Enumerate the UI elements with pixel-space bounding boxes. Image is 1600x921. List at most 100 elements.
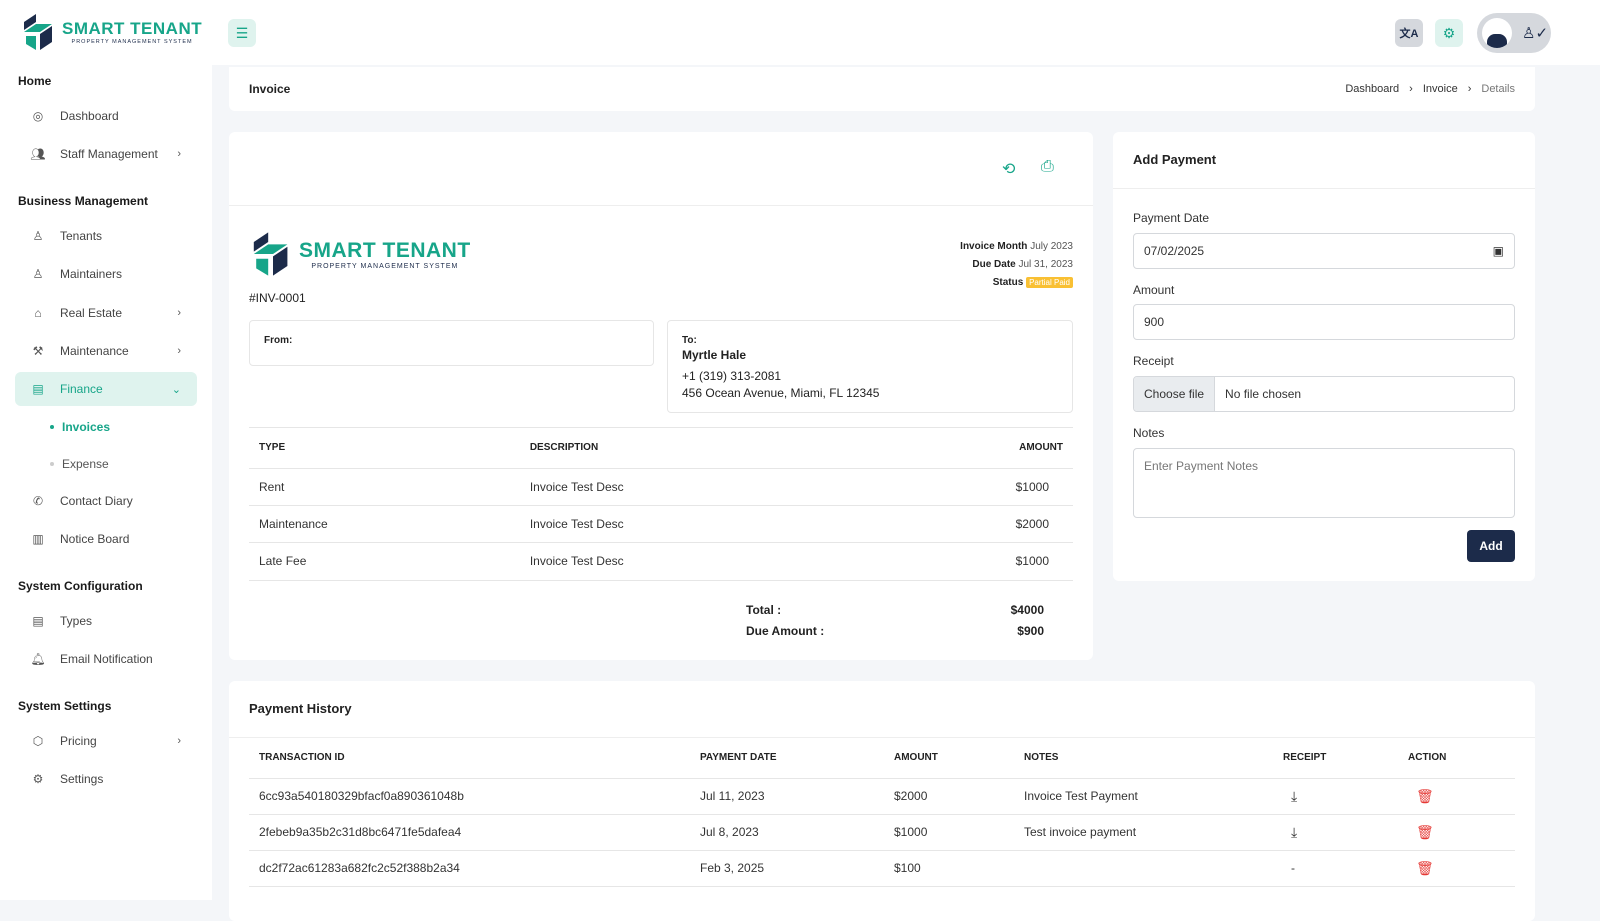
calendar-icon[interactable]: ▣	[1492, 244, 1504, 258]
logo-mark-icon	[24, 14, 52, 50]
invoice-month-label: Invoice Month	[960, 241, 1028, 252]
section-business-management: Business Management	[18, 194, 149, 208]
package-icon: ⬡	[32, 734, 44, 748]
amount-label: Amount	[1133, 283, 1175, 297]
payment-date-value: 07/02/2025	[1144, 244, 1205, 258]
sidebar-item-contact-diary[interactable]: ✆ Contact Diary	[15, 484, 197, 518]
due-date-label: Due Date	[972, 259, 1016, 270]
payment-id: 2febeb9a35b2c31d8bc6471fe5dafea4	[249, 814, 690, 851]
users-icon: 👥︎	[30, 147, 46, 161]
sidebar-item-real-estate[interactable]: ⌂ Real Estate ›	[15, 296, 197, 330]
sidebar-item-pricing[interactable]: ⬡ Pricing ›	[15, 724, 197, 758]
language-button[interactable]: 文A	[1395, 19, 1423, 47]
sidebar-subitem-expense[interactable]: Expense	[50, 457, 109, 471]
invoice-card: ⟲ ⎙ SMART TENANT PROPERTY MANAGEMENT SYST…	[229, 132, 1093, 660]
page-title: Invoice	[249, 82, 291, 96]
payment-history-title: Payment History	[249, 701, 352, 716]
due-amount-label: Due Amount :	[746, 624, 825, 638]
receipt-label: Receipt	[1133, 354, 1174, 368]
sidebar-item-notice-board[interactable]: ▥ Notice Board	[15, 522, 197, 556]
dashboard-icon: ◎	[32, 109, 44, 123]
sidebar-item-label: Pricing	[60, 734, 97, 748]
recipient-phone: +1 (319) 313-2081	[682, 369, 782, 383]
chevron-right-icon: ›	[177, 307, 181, 319]
to-label: To:	[682, 335, 697, 346]
brand-logo[interactable]: SMART TENANT PROPERTY MANAGEMENT SYSTEM	[22, 12, 202, 52]
receipt-cell: -	[1273, 850, 1398, 887]
payment-date-input[interactable]: 07/02/2025 ▣	[1133, 233, 1515, 269]
sidebar-item-label: Staff Management	[60, 147, 158, 161]
invoice-item-row: Maintenance Invoice Test Desc $2000	[249, 505, 1073, 543]
item-description: Invoice Test Desc	[519, 505, 868, 543]
totals-values: $4000 $900	[1011, 600, 1044, 642]
payment-row: 2febeb9a35b2c31d8bc6471fe5dafea4 Jul 8, 2…	[249, 814, 1515, 851]
sidebar-item-label: Maintenance	[60, 344, 129, 358]
payment-id: dc2f72ac61283a682fc2c52f388b2a34	[249, 850, 690, 887]
chevron-right-icon: ›	[177, 148, 181, 160]
payment-amount: $2000	[884, 778, 1014, 815]
phone-icon: ✆	[32, 494, 44, 508]
chevron-right-icon: ›	[177, 345, 181, 357]
payment-notes: Test invoice payment	[1014, 814, 1273, 851]
payment-notes: Invoice Test Payment	[1014, 778, 1273, 815]
sidebar-item-label: Contact Diary	[60, 494, 133, 508]
item-type: Late Fee	[249, 542, 520, 581]
sidebar-item-email-notification[interactable]: 🔔︎ Email Notification	[15, 642, 197, 676]
choose-file-button[interactable]: Choose file	[1134, 377, 1216, 411]
notes-textarea[interactable]: Enter Payment Notes	[1133, 448, 1515, 518]
sidebar-item-tenants[interactable]: ♙ Tenants	[15, 219, 197, 253]
sidebar-item-dashboard[interactable]: ◎ Dashboard	[15, 99, 197, 133]
item-description: Invoice Test Desc	[519, 468, 868, 506]
top-bar: ☰ 文A ⚙ ♙✓	[212, 0, 1600, 65]
menu-toggle-button[interactable]: ☰	[228, 19, 256, 47]
delete-icon[interactable]: 🗑︎	[1416, 787, 1434, 804]
brand-tagline: PROPERTY MANAGEMENT SYSTEM	[71, 39, 193, 45]
sidebar-item-label: Settings	[60, 772, 104, 786]
receipt-cell: ⤓	[1273, 778, 1398, 815]
notes-label: Notes	[1133, 426, 1165, 440]
user-menu[interactable]: ♙✓	[1477, 13, 1551, 53]
breadcrumb-dashboard[interactable]: Dashboard	[1345, 83, 1400, 95]
invoice-logo: SMART TENANT PROPERTY MANAGEMENT SYSTEM	[251, 230, 471, 278]
settings-button[interactable]: ⚙	[1435, 19, 1463, 47]
sidebar-item-label: Tenants	[60, 229, 103, 243]
payment-date: Jul 8, 2023	[690, 814, 884, 851]
sidebar-item-settings[interactable]: ⚙ Settings	[15, 762, 197, 796]
action-cell: 🗑︎	[1398, 814, 1515, 851]
receipt-file-input[interactable]: Choose file No file chosen	[1133, 376, 1515, 412]
bell-icon: 🔔︎	[30, 652, 46, 666]
sidebar-item-label: Types	[60, 614, 93, 628]
delete-icon[interactable]: 🗑︎	[1416, 823, 1434, 840]
download-receipt-icon[interactable]: ⤓	[1291, 823, 1298, 840]
amount-input[interactable]: 900	[1133, 304, 1515, 340]
add-payment-button[interactable]: Add	[1467, 530, 1515, 562]
add-payment-card: Add Payment Payment Date 07/02/2025 ▣ Amo…	[1113, 132, 1535, 581]
brand-name: SMART TENANT	[299, 238, 471, 262]
resend-button[interactable]: ⟲	[1002, 159, 1015, 179]
download-receipt-icon[interactable]: ⤓	[1291, 787, 1298, 804]
recipient-address: 456 Ocean Avenue, Miami, FL 12345	[682, 386, 880, 400]
sidebar-item-types[interactable]: ▤ Types	[15, 604, 197, 638]
delete-icon[interactable]: 🗑︎	[1416, 859, 1434, 876]
breadcrumb-invoice[interactable]: Invoice	[1422, 83, 1458, 95]
sidebar-item-maintainers[interactable]: ♙ Maintainers	[15, 257, 197, 291]
sidebar-subitem-invoices[interactable]: Invoices	[50, 420, 110, 434]
print-button[interactable]: ⎙	[1041, 158, 1054, 176]
item-type: Maintenance	[249, 505, 520, 543]
payment-notes	[1014, 850, 1273, 887]
logo-mark-icon	[253, 232, 288, 276]
status-badge: Partial Paid	[1026, 277, 1073, 288]
sidebar-item-finance[interactable]: ▤ Finance ⌄	[15, 372, 197, 406]
sidebar-item-maintenance[interactable]: ⚒ Maintenance ›	[15, 334, 197, 368]
sidebar-item-label: Real Estate	[60, 306, 123, 320]
page-header: Invoice Dashboard › Invoice › Details	[229, 67, 1535, 111]
gear-icon: ⚙	[32, 772, 44, 786]
notebook-icon: ▥	[32, 532, 44, 546]
sidebar-item-label: Dashboard	[60, 109, 119, 123]
section-system-settings: System Settings	[18, 699, 112, 713]
refresh-icon: ⟲	[1002, 161, 1016, 178]
sidebar-item-staff-management[interactable]: 👥︎ Staff Management ›	[15, 137, 197, 171]
status-label: Status	[992, 277, 1024, 288]
section-home: Home	[18, 74, 52, 88]
due-date: Jul 31, 2023	[1018, 259, 1074, 270]
